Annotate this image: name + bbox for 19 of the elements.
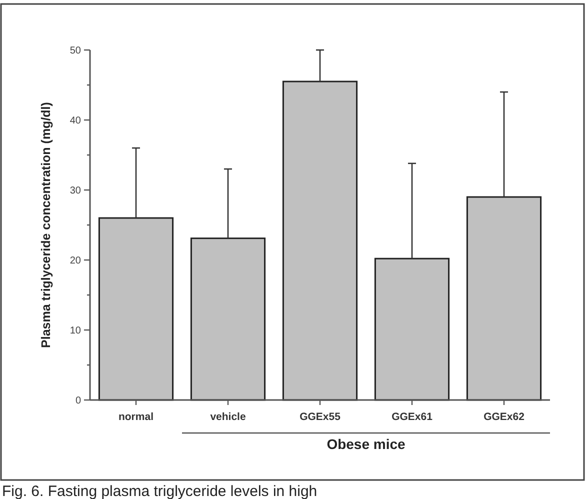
- y-tick-label: 20: [70, 256, 82, 266]
- bar: [98, 217, 174, 401]
- y-tick-label: 10: [70, 326, 82, 336]
- x-tick-label: vehicle: [210, 411, 246, 423]
- x-tick-label: normal: [118, 411, 154, 423]
- y-tick-label: 50: [70, 46, 82, 56]
- x-tick-label: GGEx62: [484, 411, 525, 423]
- x-tick-label: GGEx55: [300, 411, 341, 423]
- bar: [466, 196, 542, 401]
- bar: [190, 238, 266, 401]
- bar: [282, 80, 358, 401]
- y-axis-title: Plasma triglyceride concentration (mg/dl): [39, 102, 53, 348]
- caption: Fig. 6. Fasting plasma triglyceride levels in high: [2, 483, 318, 499]
- y-tick-label: 40: [70, 116, 82, 126]
- y-tick-label: 0: [75, 396, 82, 406]
- y-tick-label: 30: [70, 186, 82, 196]
- x-tick-label: GGEx61: [392, 411, 433, 423]
- bar: [374, 258, 450, 401]
- x-axis-title: Obese mice: [326, 436, 406, 452]
